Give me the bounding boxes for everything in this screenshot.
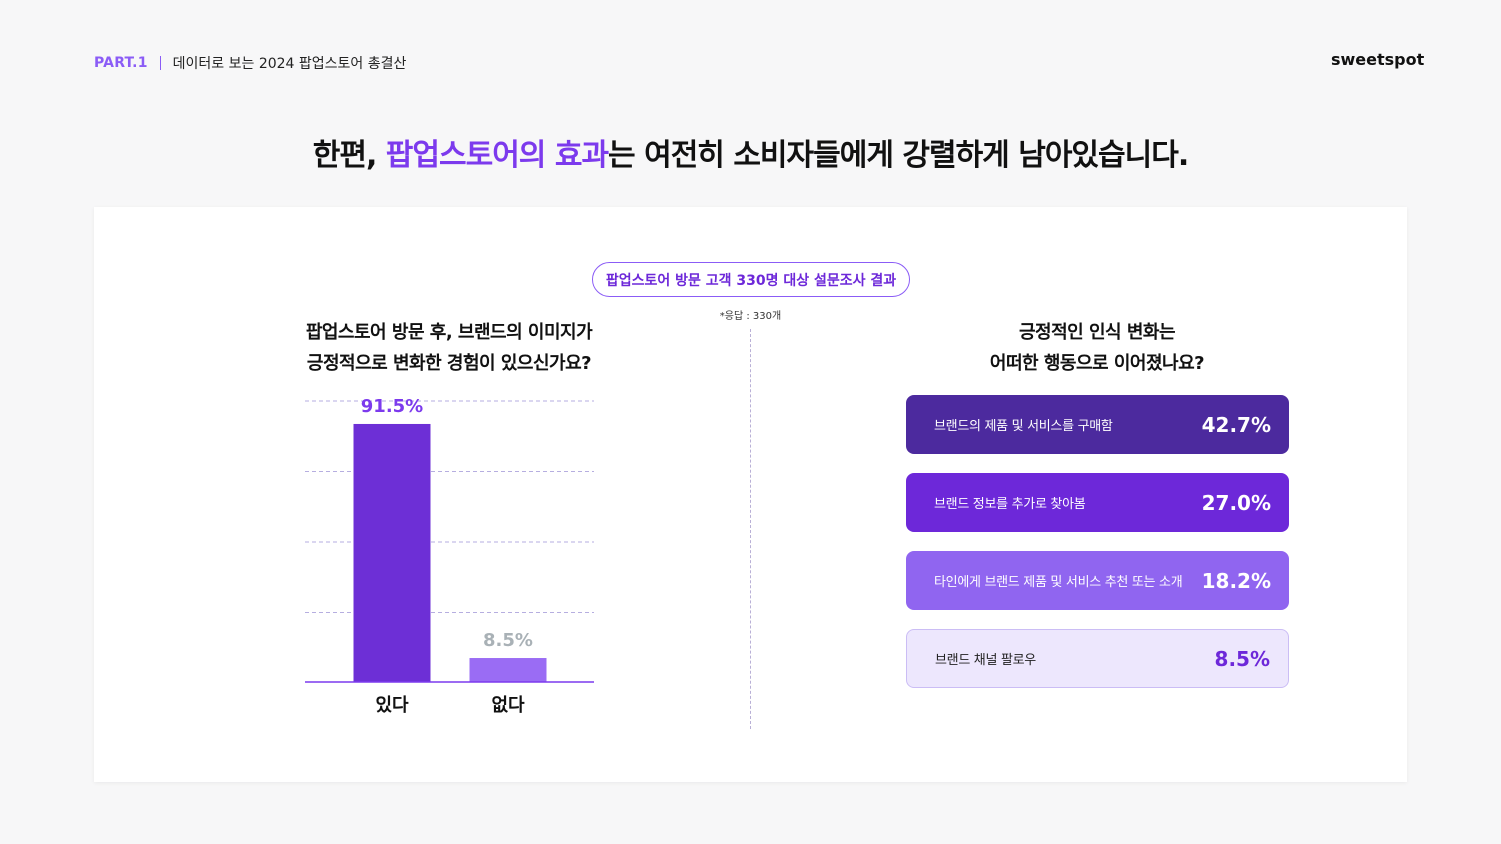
response-bar: 브랜드 정보를 추가로 찾아봄 27.0% [906, 473, 1289, 532]
response-value: 27.0% [1201, 490, 1271, 515]
survey-title-badge: 팝업스토어 방문 고객 330명 대상 설문조사 결과 [592, 262, 910, 297]
response-label: 타인에게 브랜드 제품 및 서비스 추천 또는 소개 [934, 575, 1183, 590]
vertical-bar-chart: 91.5% 있다 8.5% 없다 [305, 396, 594, 716]
category-label: 없다 [491, 695, 525, 716]
left-question-line2: 긍정적으로 변화한 경험이 있으신가요? [306, 353, 592, 374]
response-value: 42.7% [1201, 412, 1271, 437]
title-highlight: 팝업스토어의 효과 [385, 138, 609, 173]
response-bar: 브랜드 채널 팔로우 8.5% [906, 629, 1289, 688]
response-bar: 브랜드의 제품 및 서비스를 구매함 42.7% [906, 395, 1289, 454]
survey-card: 팝업스토어 방문 고객 330명 대상 설문조사 결과 *응답 : 330개 팝… [94, 207, 1407, 782]
section-subtitle: 데이터로 보는 2024 팝업스토어 총결산 [172, 56, 407, 72]
left-question: 팝업스토어 방문 후, 브랜드의 이미지가 긍정적으로 변화한 경험이 있으신가… [294, 317, 604, 379]
title-prefix: 한편, [312, 138, 386, 173]
response-label: 브랜드의 제품 및 서비스를 구매함 [934, 419, 1113, 434]
left-question-line1: 팝업스토어 방문 후, 브랜드의 이미지가 [305, 322, 593, 343]
category-label: 있다 [375, 695, 409, 716]
brand-logo: sweetspot [1331, 50, 1425, 69]
section-header: PART.1 데이터로 보는 2024 팝업스토어 총결산 [94, 53, 406, 73]
right-question-line2: 어떠한 행동으로 이어졌나요? [989, 353, 1205, 374]
respondent-count: *응답 : 330개 [719, 311, 782, 322]
response-label: 브랜드 정보를 추가로 찾아봄 [934, 497, 1086, 512]
response-value: 8.5% [1214, 646, 1270, 671]
page-title: 한편, 팝업스토어의 효과는 여전히 소비자들에게 강렬하게 남아있습니다. [0, 130, 1501, 174]
response-value: 18.2% [1201, 568, 1271, 593]
header-divider [159, 56, 161, 70]
title-suffix: 는 여전히 소비자들에게 강렬하게 남아있습니다. [608, 138, 1189, 173]
response-label: 브랜드 채널 팔로우 [935, 653, 1036, 668]
right-question: 긍정적인 인식 변화는 어떠한 행동으로 이어졌나요? [937, 317, 1257, 379]
bar-value-label: 91.5% [361, 396, 423, 417]
horizontal-bar-list: 브랜드의 제품 및 서비스를 구매함 42.7% 브랜드 정보를 추가로 찾아봄 27… [906, 395, 1289, 707]
center-divider [750, 329, 751, 729]
response-bar: 타인에게 브랜드 제품 및 서비스 추천 또는 소개 18.2% [906, 551, 1289, 610]
bar-value-label: 8.5% [483, 630, 533, 651]
bar-yes [353, 423, 431, 682]
bar-no [469, 658, 547, 682]
right-question-line1: 긍정적인 인식 변화는 [1018, 322, 1176, 343]
part-label: PART.1 [94, 55, 148, 71]
